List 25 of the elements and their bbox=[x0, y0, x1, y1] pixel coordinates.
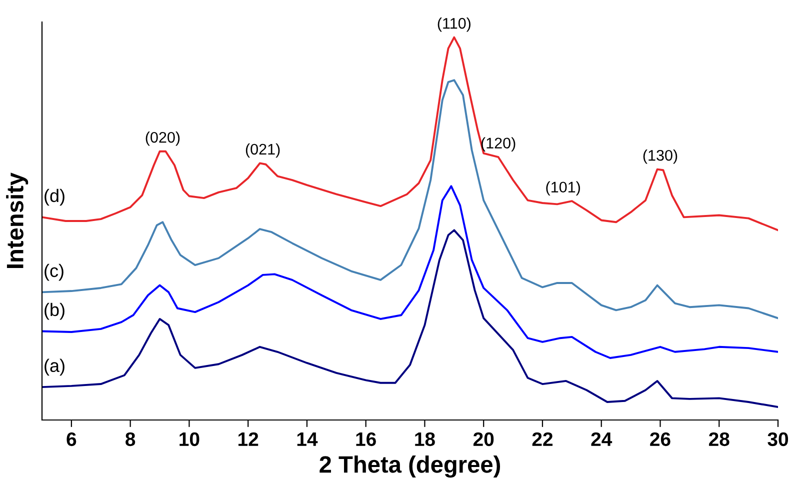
x-tick-label: 20 bbox=[473, 432, 494, 446]
x-tick-label: 30 bbox=[768, 432, 788, 446]
x-tick-label: 14 bbox=[297, 432, 318, 446]
x-axis-title: 2 Theta (degree) bbox=[320, 455, 500, 478]
x-tick-label: 24 bbox=[591, 432, 612, 446]
x-tick-label: 12 bbox=[238, 432, 258, 446]
annotation: (130) bbox=[643, 150, 678, 164]
y-axis-title: Intensity bbox=[6, 172, 28, 268]
x-tick-label: 16 bbox=[356, 432, 376, 446]
x-tick-label: 22 bbox=[532, 432, 553, 446]
annotation: (110) bbox=[438, 18, 470, 32]
series-label: (c) bbox=[44, 264, 64, 281]
x-tick-label: 26 bbox=[650, 432, 670, 446]
x-tick-label: 8 bbox=[126, 432, 136, 446]
series-label: (b) bbox=[44, 302, 64, 320]
annotation: (120) bbox=[481, 137, 516, 152]
x-tick-label: 28 bbox=[708, 432, 730, 446]
annotation: (020) bbox=[146, 132, 180, 146]
x-tick-label: 18 bbox=[415, 432, 435, 446]
series-label: (a) bbox=[44, 358, 64, 376]
series-label: (d) bbox=[44, 188, 64, 206]
x-tick-label: 6 bbox=[66, 432, 76, 446]
x-tick-label: 10 bbox=[180, 432, 200, 446]
annotation: (101) bbox=[546, 181, 580, 196]
annotation: (021) bbox=[246, 143, 280, 158]
